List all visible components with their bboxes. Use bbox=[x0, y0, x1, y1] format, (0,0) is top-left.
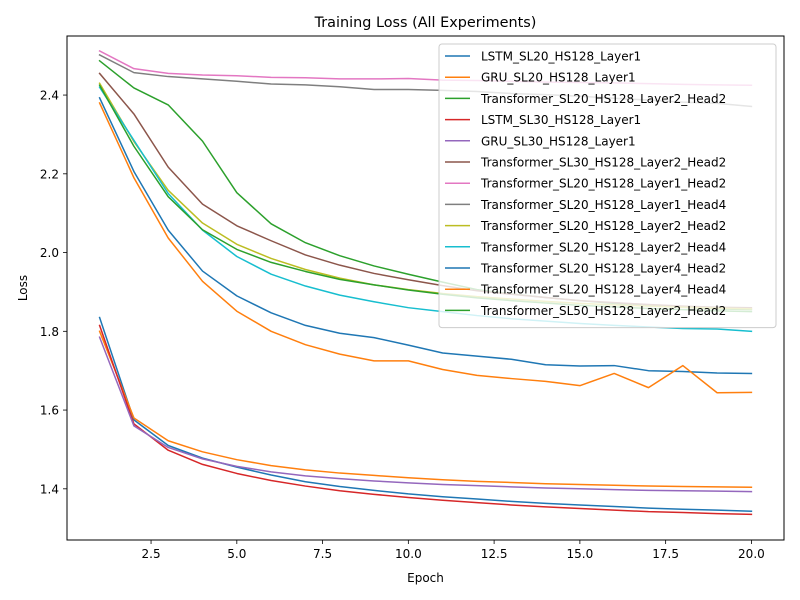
y-tick-label: 2.0 bbox=[40, 246, 59, 260]
legend-label: Transformer_SL20_HS128_Layer2_Head2 bbox=[480, 219, 726, 233]
legend-box bbox=[438, 43, 777, 329]
y-tick-label: 1.8 bbox=[40, 325, 59, 339]
legend: LSTM_SL20_HS128_Layer1 GRU_SL20_HS128_Lay… bbox=[438, 43, 777, 329]
series-line-4 bbox=[98, 324, 753, 516]
legend-label: Transformer_SL20_HS128_Layer4_Head4 bbox=[480, 283, 726, 297]
x-tick-label: 20.0 bbox=[738, 547, 765, 561]
x-tick-label: 15.0 bbox=[567, 547, 594, 561]
plot-frame bbox=[66, 35, 785, 541]
legend-label: LSTM_SL20_HS128_Layer1 bbox=[481, 50, 641, 64]
x-tick-label: 17.5 bbox=[652, 547, 679, 561]
x-tick-label: 7.5 bbox=[313, 547, 332, 561]
x-tick-label: 12.5 bbox=[481, 547, 508, 561]
x-axis-ticks: 2.5 5.0 7.5 10.0 12.5 15.0 17.5 20.0 bbox=[142, 540, 765, 561]
legend-label: Transformer_SL30_HS128_Layer2_Head2 bbox=[480, 156, 726, 170]
x-tick-label: 5.0 bbox=[227, 547, 246, 561]
y-axis-ticks: 1.4 1.6 1.8 2.0 2.2 2.4 bbox=[40, 89, 67, 496]
series-line-2 bbox=[98, 330, 753, 488]
chart-title: Training Loss (All Experiments) bbox=[314, 15, 537, 31]
y-tick-label: 2.2 bbox=[40, 167, 59, 181]
legend-label: GRU_SL30_HS128_Layer1 bbox=[481, 134, 636, 148]
y-tick-label: 1.4 bbox=[40, 482, 59, 496]
x-tick-label: 2.5 bbox=[142, 547, 161, 561]
legend-label: Transformer_SL50_HS128_Layer2_Head2 bbox=[480, 304, 726, 318]
x-tick-label: 10.0 bbox=[395, 547, 422, 561]
x-axis-label: Epoch bbox=[407, 571, 444, 585]
series-line-11 bbox=[98, 96, 753, 375]
legend-label: Transformer_SL20_HS128_Layer2_Head2 bbox=[480, 92, 726, 106]
y-tick-label: 1.6 bbox=[40, 404, 59, 418]
y-tick-label: 2.4 bbox=[40, 89, 59, 103]
y-axis-label: Loss bbox=[16, 275, 30, 301]
legend-label: Transformer_SL20_HS128_Layer4_Head2 bbox=[480, 262, 726, 276]
legend-label: Transformer_SL20_HS128_Layer2_Head4 bbox=[480, 240, 726, 254]
legend-label: LSTM_SL30_HS128_Layer1 bbox=[481, 113, 641, 127]
series-line-5 bbox=[98, 336, 753, 493]
legend-label: Transformer_SL20_HS128_Layer1_Head4 bbox=[480, 198, 726, 212]
series-line-12 bbox=[98, 101, 753, 394]
legend-label: GRU_SL20_HS128_Layer1 bbox=[481, 71, 636, 85]
legend-label: Transformer_SL20_HS128_Layer1_Head2 bbox=[480, 177, 726, 191]
